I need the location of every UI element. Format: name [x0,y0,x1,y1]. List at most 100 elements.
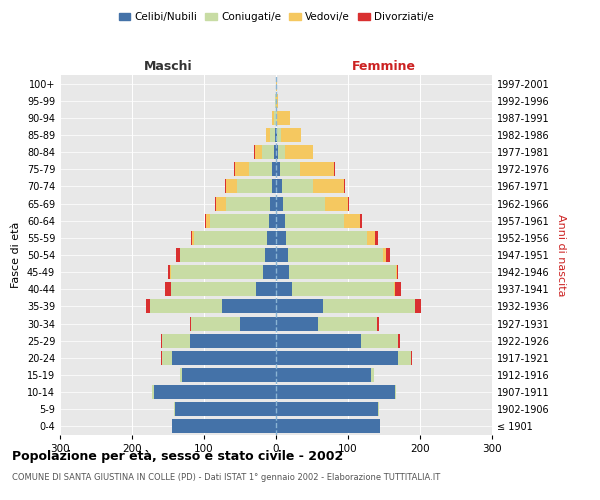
Bar [284,214,344,228]
Bar [275,94,276,108]
Bar [234,162,235,176]
Bar [276,196,283,210]
Text: Popolazione per età, sesso e stato civile - 2002: Popolazione per età, sesso e stato civil… [12,450,343,463]
Bar [386,248,390,262]
Text: COMUNE DI SANTA GIUSTINA IN COLLE (PD) - Dati ISTAT 1° gennaio 2002 - Elaborazio: COMUNE DI SANTA GIUSTINA IN COLLE (PD) -… [12,472,440,482]
Bar [182,368,276,382]
Bar [397,265,398,279]
Bar [191,316,240,330]
Bar [272,180,276,194]
Bar [318,316,377,330]
Bar [300,162,334,176]
Bar [179,368,182,382]
Bar [275,128,276,142]
Bar [146,300,150,314]
Bar [262,145,274,159]
Bar [276,316,318,330]
Bar [377,316,379,330]
Bar [276,214,284,228]
Bar [172,420,276,434]
Bar [193,231,194,245]
Bar [176,248,179,262]
Bar [240,316,276,330]
Bar [289,265,395,279]
Bar [395,282,401,296]
Bar [276,385,395,399]
Bar [276,265,289,279]
Bar [269,128,275,142]
Bar [276,334,361,347]
Bar [226,180,237,194]
Y-axis label: Fasce di età: Fasce di età [11,222,21,288]
Bar [287,248,383,262]
Bar [190,316,191,330]
Bar [154,385,276,399]
Bar [378,402,379,416]
Bar [286,145,313,159]
Bar [415,300,421,314]
Bar [395,385,396,399]
Bar [171,282,256,296]
Bar [344,180,345,194]
Bar [250,162,272,176]
Bar [226,196,270,210]
Bar [280,162,300,176]
Bar [215,196,216,210]
Bar [216,196,226,210]
Bar [383,248,386,262]
Bar [277,111,290,125]
Bar [394,282,395,296]
Bar [276,402,378,416]
Bar [323,300,415,314]
Bar [165,282,171,296]
Bar [270,196,276,210]
Bar [162,334,190,347]
Bar [276,368,371,382]
Bar [281,128,301,142]
Bar [276,94,278,108]
Bar [175,402,276,416]
Bar [398,351,412,365]
Bar [276,282,292,296]
Bar [265,248,276,262]
Bar [268,231,276,245]
Bar [292,282,394,296]
Bar [225,180,226,194]
Bar [359,214,362,228]
Bar [283,196,325,210]
Bar [205,214,206,228]
Bar [255,145,262,159]
Bar [274,111,276,125]
Bar [179,248,180,262]
Bar [286,231,367,245]
Bar [168,265,170,279]
Bar [172,351,276,365]
Bar [276,162,280,176]
Text: Femmine: Femmine [352,60,416,72]
Bar [278,145,286,159]
Bar [256,282,276,296]
Bar [276,248,287,262]
Bar [274,145,276,159]
Bar [277,128,281,142]
Bar [398,334,400,347]
Bar [334,162,335,176]
Bar [348,196,349,210]
Bar [269,214,276,228]
Bar [361,334,398,347]
Bar [222,300,276,314]
Bar [194,231,268,245]
Bar [206,214,210,228]
Bar [371,368,374,382]
Bar [395,265,397,279]
Bar [276,231,286,245]
Bar [272,111,274,125]
Bar [171,265,263,279]
Bar [376,231,377,245]
Bar [367,231,376,245]
Legend: Celibi/Nubili, Coniugati/e, Vedovi/e, Divorziati/e: Celibi/Nubili, Coniugati/e, Vedovi/e, Di… [115,8,437,26]
Bar [180,248,265,262]
Bar [170,265,171,279]
Bar [235,162,250,176]
Bar [276,145,278,159]
